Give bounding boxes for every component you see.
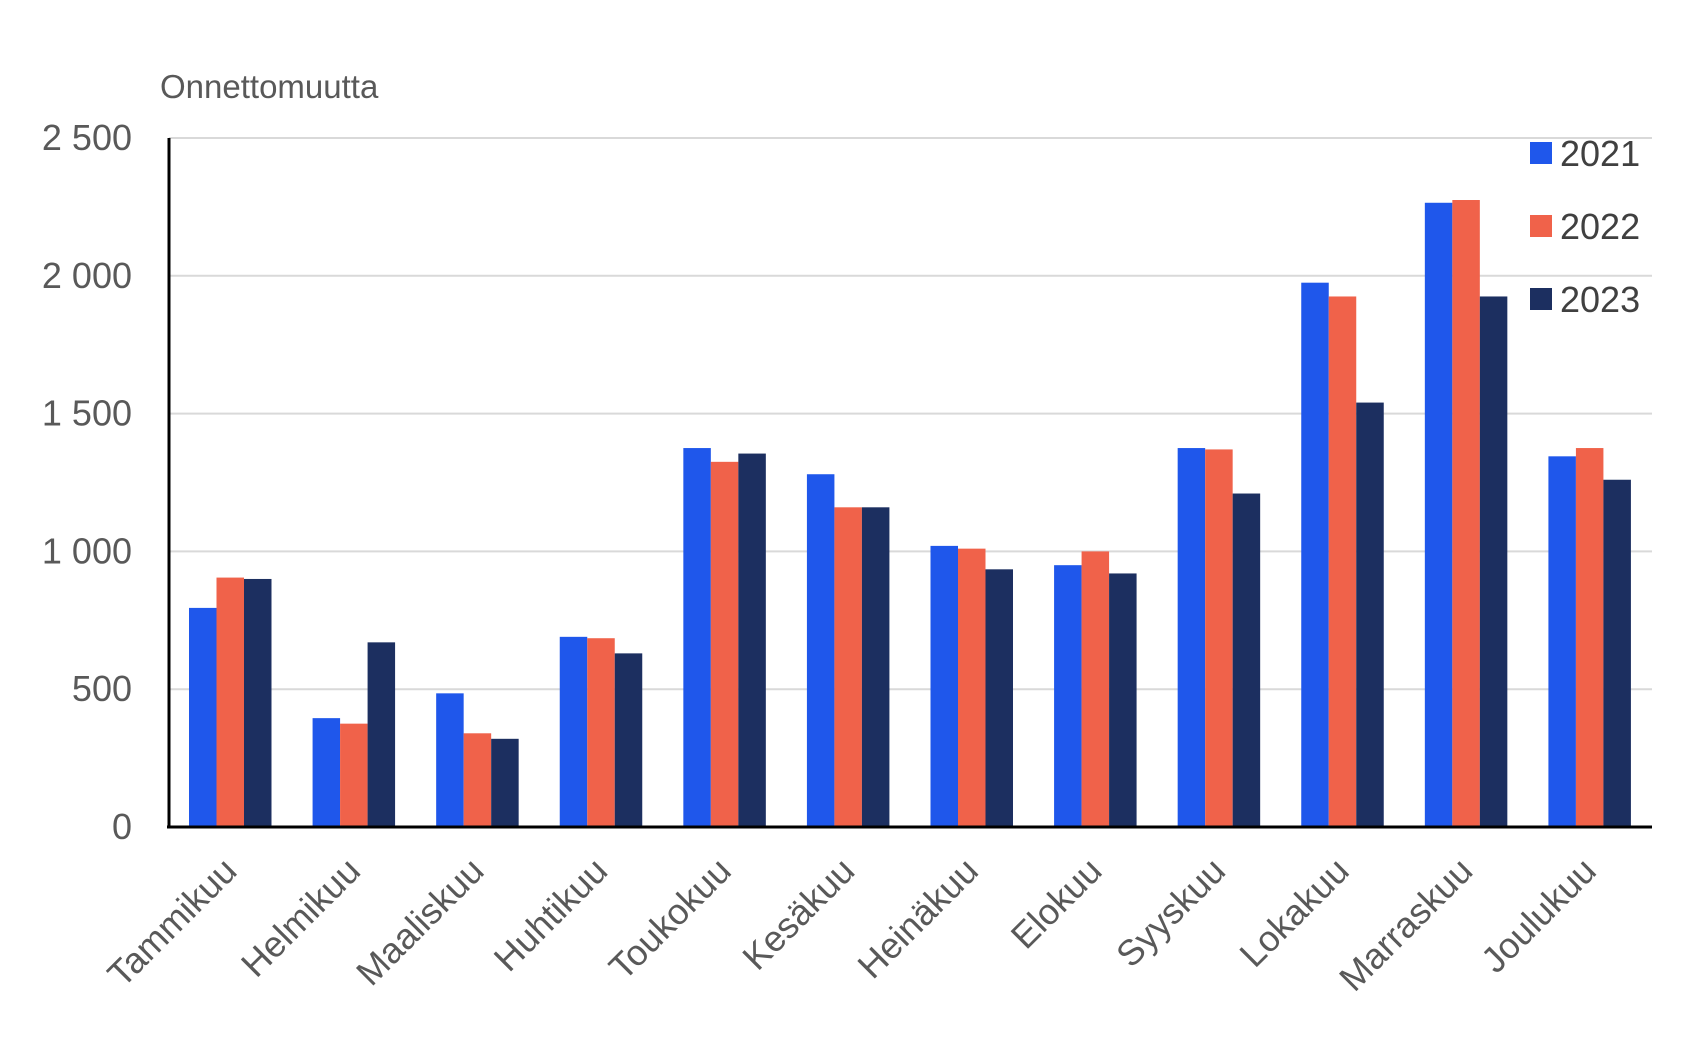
legend: 2021 2022 2023 bbox=[1530, 133, 1640, 320]
bar-2021-toukokuu bbox=[683, 448, 711, 827]
bar-2022-huhtikuu bbox=[587, 638, 615, 827]
legend-swatch bbox=[1530, 288, 1552, 310]
x-tick-label: Syyskuu bbox=[1108, 850, 1233, 975]
bar-2021-lokakuu bbox=[1301, 282, 1329, 827]
bar-2023-toukokuu bbox=[738, 453, 766, 827]
bar-2022-kesäkuu bbox=[834, 507, 862, 827]
bar-2023-kesäkuu bbox=[861, 507, 890, 827]
bar-2021-heinäkuu bbox=[930, 545, 958, 827]
x-axis-ticks: TammikuuHelmikuuMaaliskuuHuhtikuuToukoku… bbox=[99, 850, 1603, 999]
x-tick-label: Huhtikuu bbox=[486, 850, 615, 979]
bar-2022-elokuu bbox=[1081, 551, 1110, 827]
bar-2021-helmikuu bbox=[312, 718, 341, 827]
legend-label: 2023 bbox=[1560, 279, 1640, 320]
bar-2021-tammikuu bbox=[189, 607, 217, 827]
legend-item-2022: 2022 bbox=[1530, 206, 1640, 247]
bar-2023-helmikuu bbox=[367, 642, 396, 827]
gridlines bbox=[169, 137, 1652, 691]
bar-2023-huhtikuu bbox=[614, 653, 643, 827]
x-tick-label: Lokakuu bbox=[1231, 850, 1356, 975]
bar-2023-elokuu bbox=[1109, 573, 1137, 827]
legend-swatch bbox=[1530, 142, 1552, 164]
x-tick-label: Kesäkuu bbox=[734, 850, 862, 978]
bar-2023-syyskuu bbox=[1232, 493, 1261, 827]
x-tick-label: Elokuu bbox=[1003, 850, 1110, 957]
bar-2023-heinäkuu bbox=[985, 569, 1013, 827]
bar-2022-marraskuu bbox=[1452, 200, 1480, 827]
bar-2021-huhtikuu bbox=[559, 636, 588, 827]
bar-2021-syyskuu bbox=[1177, 448, 1206, 827]
legend-swatch bbox=[1530, 215, 1552, 237]
bar-2023-marraskuu bbox=[1479, 296, 1508, 828]
x-tick-label: Joulukuu bbox=[1473, 850, 1604, 981]
bar-2022-toukokuu bbox=[710, 461, 739, 827]
legend-item-2021: 2021 bbox=[1530, 133, 1640, 174]
x-tick-label: Toukokuu bbox=[601, 850, 739, 988]
y-axis-ticks: 0 500 1 000 1 500 2 000 2 500 bbox=[42, 117, 132, 847]
x-tick-label: Tammikuu bbox=[99, 850, 244, 995]
y-tick-label: 500 bbox=[72, 668, 132, 709]
bar-2021-joulukuu bbox=[1548, 456, 1576, 827]
axes bbox=[167, 138, 1652, 829]
y-axis-label: Onnettomuutta bbox=[160, 68, 379, 105]
bar-2022-heinäkuu bbox=[958, 548, 986, 827]
bar-2021-maaliskuu bbox=[436, 693, 464, 827]
bar-2022-maaliskuu bbox=[463, 733, 492, 827]
bar-2022-syyskuu bbox=[1205, 449, 1233, 827]
bar-2023-maaliskuu bbox=[491, 738, 519, 827]
legend-item-2023: 2023 bbox=[1530, 279, 1640, 320]
bar-2022-lokakuu bbox=[1328, 296, 1357, 828]
bar-2022-helmikuu bbox=[340, 723, 368, 827]
y-tick-label: 0 bbox=[112, 806, 132, 847]
y-tick-label: 2 000 bbox=[42, 255, 132, 296]
y-tick-label: 1 000 bbox=[42, 530, 132, 571]
bar-2021-elokuu bbox=[1054, 565, 1082, 827]
y-tick-label: 1 500 bbox=[42, 393, 132, 434]
x-tick-label: Marraskuu bbox=[1331, 850, 1480, 999]
legend-label: 2021 bbox=[1560, 133, 1640, 174]
bar-2023-lokakuu bbox=[1356, 402, 1384, 827]
y-tick-label: 2 500 bbox=[42, 117, 132, 158]
bar-2023-tammikuu bbox=[244, 578, 272, 827]
bar-2023-joulukuu bbox=[1603, 479, 1631, 827]
bar-2021-kesäkuu bbox=[806, 474, 835, 827]
bar-2021-marraskuu bbox=[1424, 202, 1453, 828]
legend-label: 2022 bbox=[1560, 206, 1640, 247]
x-tick-label: Maaliskuu bbox=[348, 850, 492, 994]
bar-2022-tammikuu bbox=[216, 577, 244, 827]
bars bbox=[189, 200, 1631, 828]
x-tick-label: Heinäkuu bbox=[849, 850, 986, 987]
bar-2022-joulukuu bbox=[1575, 448, 1604, 827]
